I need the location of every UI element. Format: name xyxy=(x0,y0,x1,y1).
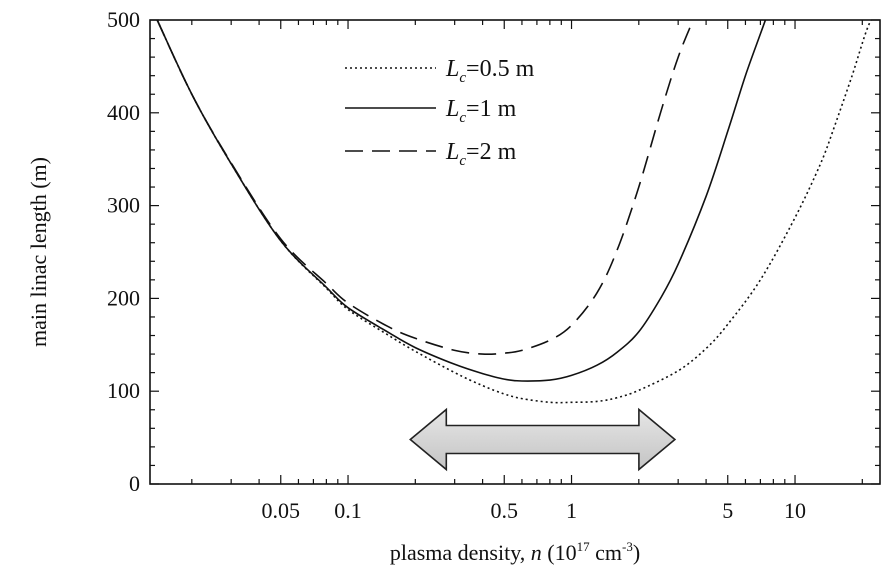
y-tick-label: 100 xyxy=(107,378,140,403)
x-tick-label: 0.1 xyxy=(334,498,362,523)
legend-label-2: Lc=2 m xyxy=(445,139,517,169)
x-tick-label: 0.5 xyxy=(490,498,518,523)
series-line-2 xyxy=(156,20,694,356)
legend-label-1: Lc=1 m xyxy=(445,96,517,126)
series-line-1 xyxy=(156,20,767,382)
annotation-group xyxy=(409,407,677,472)
x-tick-labels: 0.05 0.1 0.5 1 5 10 xyxy=(262,498,807,523)
x-tick-label: 0.05 xyxy=(262,498,301,523)
y-tick-label: 300 xyxy=(107,193,140,218)
x-tick-label: 1 xyxy=(566,498,577,523)
y-tick-label: 500 xyxy=(107,7,140,32)
x-tick-label: 10 xyxy=(784,498,806,523)
series-group xyxy=(156,20,872,404)
legend: Lc=0.5 m Lc=1 m Lc=2 m xyxy=(345,56,535,169)
plot-frame xyxy=(149,19,881,485)
y-tick-label: 0 xyxy=(129,471,140,496)
x-axis-label: plasma density, n (1017 cm-3) xyxy=(390,539,640,565)
x-tick-label: 5 xyxy=(722,498,733,523)
double-arrow xyxy=(409,407,677,472)
y-tick-label: 400 xyxy=(107,100,140,125)
y-tick-labels: 0 100 200 300 400 500 xyxy=(107,7,140,496)
y-tick-label: 200 xyxy=(107,285,140,310)
y-axis-label: main linac length (m) xyxy=(26,157,51,347)
axis-ticks xyxy=(150,19,880,485)
legend-label-0: Lc=0.5 m xyxy=(445,56,535,86)
